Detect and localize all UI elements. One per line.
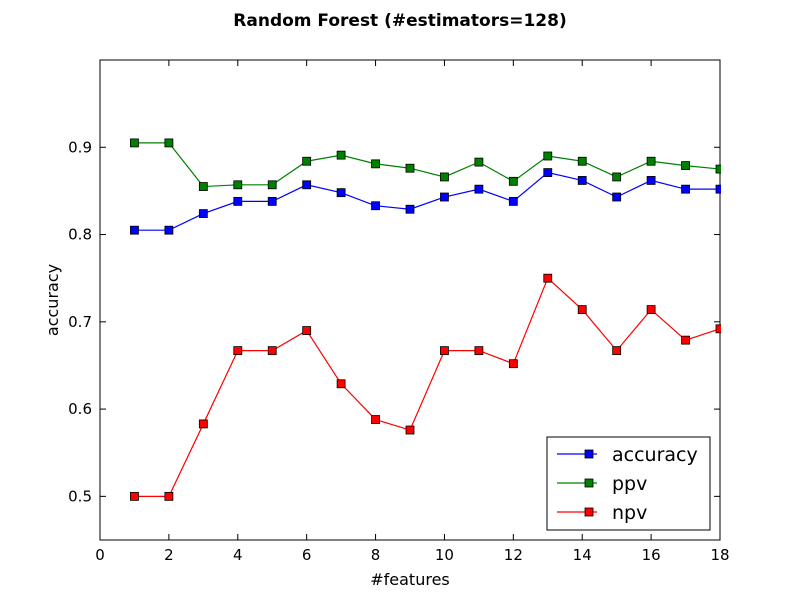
x-tick-label: 8 — [371, 546, 381, 564]
ppv-point — [130, 138, 139, 148]
npv-point — [233, 346, 243, 356]
npv-point — [198, 419, 208, 429]
accuracy-point — [440, 192, 449, 202]
accuracy-point — [302, 180, 312, 190]
legend-marker-ppv — [584, 478, 594, 488]
ppv-point — [646, 156, 656, 166]
npv-point — [267, 346, 277, 356]
series-layer — [130, 138, 721, 501]
npv-point — [612, 346, 622, 356]
chart-title: Random Forest (#estimators=128) — [233, 11, 566, 31]
x-tick-label: 2 — [164, 546, 174, 564]
x-tick-label: 0 — [95, 546, 105, 564]
ppv-point — [198, 182, 208, 191]
npv-point — [508, 359, 518, 369]
npv-point — [474, 346, 484, 356]
ppv-point — [508, 176, 518, 186]
ppv-point — [612, 172, 622, 182]
legend-label-accuracy: accuracy — [612, 444, 698, 466]
npv-point — [646, 305, 656, 315]
accuracy-point — [371, 201, 380, 211]
y-tick-label: 0.5 — [68, 487, 92, 505]
ppv-point — [543, 151, 553, 161]
legend-marker-accuracy — [584, 449, 594, 459]
ppv-point — [302, 156, 312, 166]
accuracy-point — [681, 184, 690, 194]
series-accuracy — [130, 168, 721, 235]
ppv-point — [371, 159, 380, 169]
plot-area: 0 2 4 6 8 10 12 14 16 18 0.5 0.6 0.7 0.8 0.9 — [68, 59, 730, 564]
npv-line — [134, 277, 721, 497]
npv-point — [715, 324, 721, 334]
y-tick-label: 0.6 — [68, 400, 92, 418]
accuracy-point — [130, 225, 139, 235]
ppv-point — [405, 163, 415, 173]
ppv-point — [715, 164, 721, 174]
npv-point — [371, 415, 380, 424]
npv-point — [681, 335, 690, 345]
x-tick-label: 16 — [642, 546, 661, 564]
npv-point — [302, 326, 312, 335]
ppv-point — [233, 180, 243, 190]
accuracy-point — [474, 184, 484, 194]
npv-point — [336, 379, 346, 389]
y-tick-label: 0.8 — [68, 226, 92, 244]
legend-label-ppv: ppv — [612, 473, 647, 495]
y-tick-label: 0.9 — [68, 138, 92, 156]
x-tick-label: 18 — [710, 546, 729, 564]
accuracy-point — [233, 196, 243, 206]
npv-point — [405, 425, 415, 435]
accuracy-point — [267, 196, 277, 206]
ppv-line — [134, 142, 721, 188]
x-tick-label: 10 — [435, 546, 454, 564]
npv-point — [164, 491, 174, 501]
accuracy-point — [164, 225, 174, 235]
accuracy-point — [198, 209, 208, 219]
y-tick-label: 0.7 — [68, 313, 92, 331]
npv-point — [130, 491, 139, 501]
npv-point — [543, 273, 553, 283]
x-tick-label: 4 — [233, 546, 243, 564]
series-npv — [130, 273, 721, 501]
legend: accuracy ppv npv — [546, 436, 711, 531]
series-ppv — [130, 138, 721, 191]
accuracy-point — [543, 168, 553, 177]
accuracy-point — [405, 204, 415, 214]
ppv-point — [474, 157, 484, 167]
legend-marker-npv — [584, 507, 594, 517]
ppv-point — [267, 180, 277, 190]
accuracy-point — [336, 188, 346, 198]
npv-point — [577, 305, 587, 315]
legend-label-npv: npv — [612, 502, 647, 524]
ppv-point — [164, 138, 174, 148]
x-tick-label: 6 — [302, 546, 312, 564]
ppv-point — [577, 156, 587, 166]
ppv-point — [681, 161, 690, 171]
accuracy-point — [577, 176, 587, 185]
y-axis-label: accuracy — [43, 264, 62, 336]
x-tick-label: 14 — [573, 546, 592, 564]
ppv-point — [336, 150, 346, 160]
accuracy-point — [715, 184, 721, 194]
axes-frame — [99, 59, 721, 541]
x-tick-label: 12 — [504, 546, 523, 564]
ppv-point — [440, 172, 449, 182]
npv-point — [440, 346, 449, 356]
accuracy-point — [646, 176, 656, 185]
x-axis-label: #features — [370, 570, 450, 589]
accuracy-point — [508, 196, 518, 206]
accuracy-point — [612, 192, 622, 202]
accuracy-line — [134, 171, 720, 231]
